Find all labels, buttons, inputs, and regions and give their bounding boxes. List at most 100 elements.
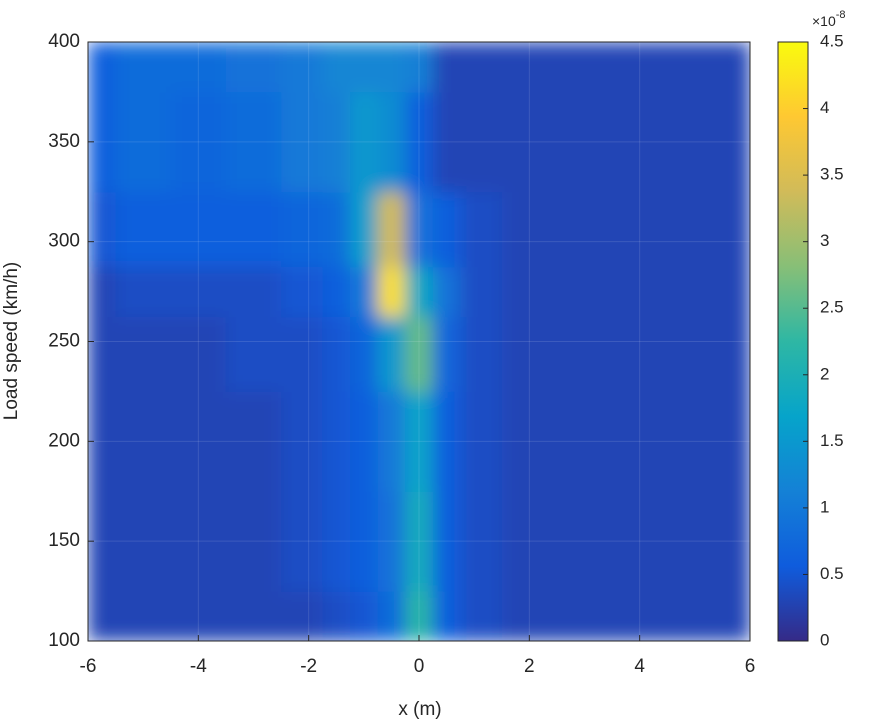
colorbar-tick-label: 0 — [820, 630, 829, 649]
heat-cell — [460, 42, 503, 93]
heat-cell — [405, 316, 434, 392]
x-tick-label: 4 — [634, 656, 645, 677]
heat-cell — [88, 316, 117, 392]
heat-cell — [405, 391, 434, 492]
heat-cell — [377, 316, 406, 392]
heat-cell — [170, 391, 227, 492]
heat-cell — [405, 191, 434, 268]
heat-cell — [281, 591, 323, 641]
heat-cell — [281, 491, 323, 592]
heat-cell — [377, 91, 406, 193]
colorbar-tick-label: 4 — [820, 98, 829, 117]
heat-cell — [115, 42, 172, 93]
heat-cell — [322, 491, 351, 592]
colorbar-tick-label: 0.5 — [820, 564, 844, 583]
heat-cell — [170, 591, 227, 641]
heat-cell — [432, 191, 461, 268]
heat-cell — [350, 316, 379, 392]
heat-cell — [556, 591, 613, 641]
heat-cell — [350, 91, 379, 193]
heat-cell — [377, 42, 406, 93]
colorbar-tick-label: 3 — [820, 231, 829, 250]
heat-cell — [170, 266, 227, 318]
heat-cell — [432, 91, 461, 193]
heat-cell — [170, 91, 227, 193]
heat-cell — [322, 391, 351, 492]
heat-cell — [612, 266, 668, 318]
heat-cell — [460, 266, 503, 318]
heat-cell — [612, 316, 668, 392]
heat-cell — [501, 591, 558, 641]
heat-cell — [612, 42, 668, 93]
heat-cell — [377, 491, 406, 592]
y-tick-label: 350 — [48, 131, 80, 152]
heat-cell — [170, 491, 227, 592]
heat-cell — [722, 491, 750, 592]
heat-cell — [722, 591, 750, 641]
heat-cell — [432, 266, 461, 318]
heat-cell — [405, 266, 434, 318]
y-axis-label: Load speed (km/h) — [1, 262, 22, 420]
x-tick-label: -4 — [190, 656, 207, 677]
y-tick-label: 300 — [48, 231, 80, 252]
heat-cell — [377, 391, 406, 492]
y-tick-label: 200 — [48, 430, 80, 451]
heat-cell — [170, 191, 227, 268]
colorbar-exponent: -8 — [836, 9, 846, 21]
heat-cell — [501, 266, 558, 318]
heat-cell — [322, 316, 351, 392]
y-tick-label: 150 — [48, 530, 80, 551]
heat-cell — [722, 91, 750, 193]
x-tick-label: 2 — [524, 656, 535, 677]
heat-cell — [460, 191, 503, 268]
heat-cell — [556, 191, 613, 268]
heat-cell — [350, 42, 379, 93]
heat-cell — [115, 316, 172, 392]
x-tick-label: -2 — [300, 656, 317, 677]
colorbar-tick-label: 3.5 — [820, 165, 844, 184]
heat-cell — [88, 42, 117, 93]
colorbar-multiplier: ×10-8 — [812, 9, 846, 29]
heat-cell — [667, 191, 723, 268]
heat-cell — [115, 266, 172, 318]
y-tick-label: 250 — [48, 331, 80, 352]
heat-cell — [612, 91, 668, 193]
heat-cell — [350, 266, 379, 318]
heat-cell — [225, 391, 282, 492]
heat-cell — [667, 591, 723, 641]
heat-cell — [612, 491, 668, 592]
heat-cell — [722, 391, 750, 492]
heat-cell — [225, 316, 282, 392]
heat-cell — [667, 42, 723, 93]
heat-cell — [501, 316, 558, 392]
x-axis-label: x (m) — [398, 699, 441, 720]
colorbar — [777, 41, 809, 642]
heat-cell — [88, 191, 117, 268]
heat-cell — [281, 266, 323, 318]
heat-cell — [460, 391, 503, 492]
heat-cell — [667, 491, 723, 592]
heat-cell — [501, 391, 558, 492]
heat-cell — [350, 191, 379, 268]
heat-cell — [432, 316, 461, 392]
heat-cell — [281, 391, 323, 492]
heat-cell — [225, 591, 282, 641]
heat-cell — [432, 591, 461, 641]
colorbar-tick-label: 2.5 — [820, 298, 844, 317]
heat-cell — [350, 591, 379, 641]
heat-cell — [501, 91, 558, 193]
heat-cell — [667, 91, 723, 193]
heat-cell — [115, 491, 172, 592]
heat-cell — [377, 591, 406, 641]
heat-cell — [377, 266, 406, 318]
colorbar-tick-label: 4.5 — [820, 31, 844, 50]
colorbar-tick-label: 1.5 — [820, 431, 844, 450]
heat-cell — [722, 266, 750, 318]
heat-cell — [612, 191, 668, 268]
heat-cell — [88, 591, 117, 641]
heat-cell — [405, 91, 434, 193]
heat-cell — [281, 316, 323, 392]
colorbar-multiplier-base: ×10 — [812, 13, 836, 29]
y-tick-label: 400 — [48, 31, 80, 52]
